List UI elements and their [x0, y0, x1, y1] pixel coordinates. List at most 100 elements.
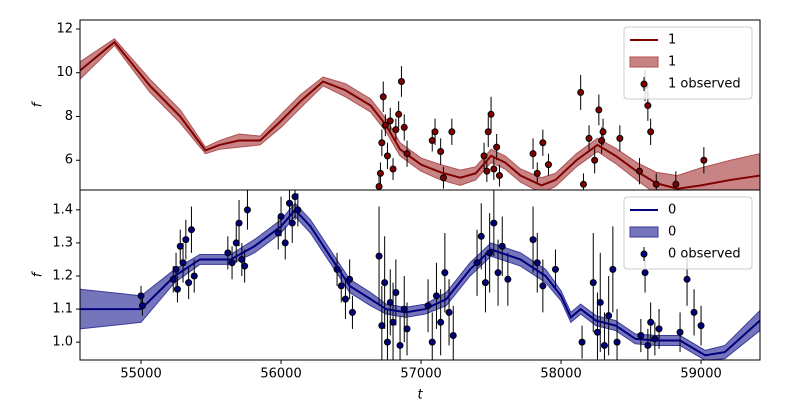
observed-point	[403, 150, 411, 158]
observed-point	[449, 332, 457, 340]
observed-point	[441, 269, 449, 277]
observed-point	[386, 117, 394, 125]
observed-point	[495, 172, 503, 180]
observed-point	[346, 275, 354, 283]
observed-point	[529, 236, 537, 244]
observed-point	[473, 259, 481, 267]
observed-point	[644, 341, 652, 349]
observed-point	[169, 275, 177, 283]
observed-point	[589, 279, 597, 287]
observed-point	[173, 285, 181, 293]
observed-point	[600, 341, 608, 349]
observed-point	[605, 312, 613, 320]
y-axis-label: f	[31, 100, 46, 107]
observed-point	[591, 156, 599, 164]
observed-point	[381, 121, 389, 129]
observed-point	[176, 242, 184, 250]
observed-point	[676, 328, 684, 336]
legend-label: 0	[668, 203, 676, 218]
observed-point	[274, 229, 282, 237]
observed-point	[613, 338, 621, 346]
observed-point	[641, 269, 649, 277]
observed-point	[655, 325, 663, 333]
observed-point	[378, 322, 386, 330]
observed-point	[498, 242, 506, 250]
observed-point	[241, 262, 249, 270]
observed-point	[493, 143, 501, 151]
observed-point	[483, 167, 491, 175]
observed-point	[578, 338, 586, 346]
observed-point	[277, 212, 285, 220]
legend: 0 0 0 observed	[623, 196, 753, 270]
observed-point	[539, 282, 547, 290]
observed-point	[529, 150, 537, 158]
observed-point	[652, 180, 660, 188]
observed-point	[647, 318, 655, 326]
observed-point	[375, 182, 383, 190]
legend: 1 1 1 observed	[623, 26, 753, 100]
observed-point	[376, 169, 384, 177]
observed-point	[235, 219, 243, 227]
y-tick-label: 1.1	[52, 302, 73, 317]
observed-point	[285, 199, 293, 207]
observed-point	[238, 255, 246, 263]
observed-point	[598, 137, 606, 145]
observed-point	[544, 161, 552, 169]
observed-point	[400, 305, 408, 313]
observed-point	[700, 156, 708, 164]
legend-marker	[640, 80, 648, 88]
observed-point	[137, 292, 145, 300]
observed-point	[437, 147, 445, 155]
observed-point	[477, 232, 485, 240]
confidence-band	[80, 38, 760, 190]
observed-point	[190, 272, 198, 280]
observed-point	[138, 302, 146, 310]
observed-point	[637, 332, 645, 340]
y-tick-label: 8	[65, 109, 73, 124]
observed-point	[228, 259, 236, 267]
observed-point	[644, 102, 652, 110]
observed-point	[378, 139, 386, 147]
legend-label: 1	[668, 33, 676, 48]
observed-point	[616, 134, 624, 142]
legend-patch	[629, 56, 659, 68]
observed-point	[383, 338, 391, 346]
x-tick-label: 59000	[680, 367, 721, 382]
observed-point	[494, 269, 502, 277]
observed-point	[179, 259, 187, 267]
observed-point	[690, 308, 698, 316]
observed-point	[577, 88, 585, 96]
observed-point	[379, 93, 387, 101]
x-tick-label: 56000	[260, 367, 301, 382]
observed-point	[539, 139, 547, 147]
observed-point	[486, 249, 494, 257]
model-line	[80, 40, 760, 190]
observed-point	[172, 265, 180, 273]
legend-marker	[640, 250, 648, 258]
observed-point	[445, 308, 453, 316]
observed-point	[392, 289, 400, 297]
legend-label: 0 observed	[668, 247, 741, 262]
legend-box	[623, 26, 753, 100]
observed-point	[428, 338, 436, 346]
observed-point	[533, 259, 541, 267]
observed-point	[504, 275, 512, 283]
observed-point	[448, 128, 456, 136]
observed-point	[288, 219, 296, 227]
observed-point	[651, 335, 659, 343]
observed-point	[333, 265, 341, 273]
observed-point	[437, 318, 445, 326]
y-tick-label: 10	[56, 65, 73, 80]
observed-point	[381, 279, 389, 287]
observed-point	[281, 239, 289, 247]
observed-point	[428, 137, 436, 145]
observed-point	[383, 152, 391, 160]
legend-label: 1 observed	[668, 77, 741, 92]
observed-point	[551, 265, 559, 273]
observed-point	[599, 128, 607, 136]
legend-box	[623, 196, 753, 270]
observed-point	[389, 165, 397, 173]
observed-point	[389, 318, 397, 326]
observed-point	[683, 275, 691, 283]
